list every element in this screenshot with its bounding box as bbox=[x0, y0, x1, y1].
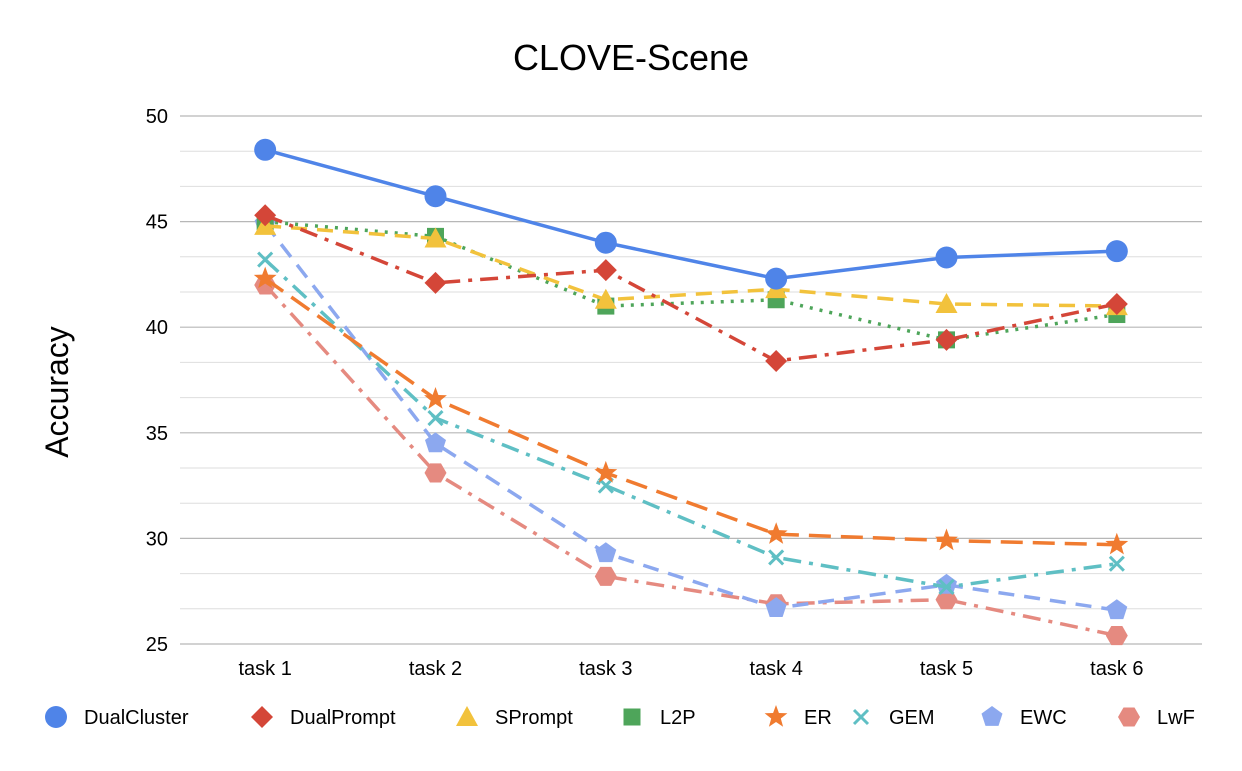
x-tick-label: task 3 bbox=[579, 658, 632, 680]
grid bbox=[180, 115, 1202, 645]
data-point-er bbox=[424, 387, 447, 409]
data-point-dualcluster bbox=[424, 185, 447, 208]
y-tick-label: 30 bbox=[146, 528, 168, 550]
series-sprompt bbox=[254, 214, 1128, 316]
series-dualprompt bbox=[254, 204, 1128, 372]
data-point-dualprompt bbox=[1105, 292, 1128, 315]
data-point-er bbox=[764, 522, 788, 544]
legend-marker-l2p bbox=[623, 708, 641, 726]
axes: 25 30 35 40 45 50 task 1 task 2 task 3 task 4 task… bbox=[146, 106, 1144, 680]
legend-marker-gem bbox=[852, 708, 870, 726]
x-tick-label: task 1 bbox=[238, 658, 291, 680]
data-point-lwf bbox=[254, 275, 277, 295]
legend-item-er: ER bbox=[764, 705, 832, 729]
y-tick-label: 25 bbox=[146, 634, 168, 656]
series-line-gem bbox=[263, 258, 1118, 589]
series-line-l2p bbox=[265, 219, 1118, 342]
legend-marker-sprompt bbox=[456, 706, 478, 726]
series bbox=[253, 138, 1129, 646]
series-line-dualprompt bbox=[264, 213, 1118, 363]
data-point-gem bbox=[768, 549, 785, 566]
data-point-gem bbox=[427, 409, 444, 427]
data-point-dualcluster bbox=[254, 138, 277, 161]
data-point-lwf bbox=[935, 590, 958, 610]
y-axis-label: Accuracy bbox=[39, 326, 75, 458]
legend-marker-ewc bbox=[981, 706, 1003, 726]
legend-label-l2p: L2P bbox=[660, 707, 696, 729]
legend-label-ewc: EWC bbox=[1020, 707, 1067, 729]
legend-marker-er bbox=[764, 705, 788, 727]
legend-label-lwf: LwF bbox=[1157, 707, 1195, 729]
data-point-ewc bbox=[1106, 599, 1128, 620]
series-er bbox=[253, 266, 1129, 555]
y-tick-label: 40 bbox=[146, 317, 168, 339]
series-gem bbox=[257, 251, 1125, 596]
data-point-dualprompt bbox=[935, 328, 958, 351]
data-point-gem bbox=[938, 578, 955, 596]
data-point-gem bbox=[257, 251, 274, 268]
data-point-er bbox=[935, 528, 958, 551]
data-point-dualprompt bbox=[424, 271, 447, 294]
x-tick-label: task 4 bbox=[749, 658, 802, 680]
legend-marker-dualprompt bbox=[251, 706, 273, 728]
legend-label-sprompt: SPrompt bbox=[495, 707, 573, 729]
legend-item-dualcluster: DualCluster bbox=[45, 706, 189, 729]
data-point-er bbox=[1105, 532, 1129, 555]
legend-item-ewc: EWC bbox=[981, 706, 1067, 729]
data-point-dualcluster bbox=[594, 231, 617, 254]
data-point-er bbox=[253, 266, 277, 289]
data-point-ewc bbox=[595, 542, 617, 563]
chart-title: CLOVE-Scene bbox=[513, 37, 749, 78]
data-point-dualcluster bbox=[765, 267, 788, 290]
data-point-sprompt bbox=[594, 288, 617, 309]
data-point-sprompt bbox=[424, 227, 447, 248]
y-tick-label: 35 bbox=[146, 423, 168, 445]
legend-item-dualprompt: DualPrompt bbox=[251, 706, 396, 729]
data-point-dualprompt bbox=[765, 349, 788, 372]
data-point-ewc bbox=[425, 432, 446, 453]
y-tick-label: 50 bbox=[146, 106, 168, 128]
legend-label-er: ER bbox=[804, 707, 832, 729]
legend-label-gem: GEM bbox=[889, 707, 935, 729]
series-line-dualcluster bbox=[264, 148, 1117, 281]
data-point-lwf bbox=[424, 463, 447, 483]
x-tick-label: task 5 bbox=[920, 658, 973, 680]
data-point-dualprompt bbox=[594, 259, 617, 282]
legend-marker-dualcluster bbox=[45, 706, 67, 728]
data-point-dualprompt bbox=[254, 204, 277, 227]
data-point-dualcluster bbox=[1105, 240, 1128, 263]
data-point-lwf bbox=[1105, 626, 1128, 646]
data-point-ewc bbox=[936, 573, 957, 594]
data-point-er bbox=[594, 460, 618, 483]
data-point-sprompt bbox=[935, 292, 958, 313]
series-line-ewc bbox=[263, 222, 1118, 612]
legend-item-sprompt: SPrompt bbox=[456, 706, 573, 729]
x-tick-label: task 6 bbox=[1090, 658, 1143, 680]
legend-item-l2p: L2P bbox=[623, 707, 696, 729]
legend-label-dualprompt: DualPrompt bbox=[290, 707, 396, 729]
series-dualcluster bbox=[254, 138, 1128, 290]
legend-item-gem: GEM bbox=[852, 707, 935, 729]
data-point-dualcluster bbox=[935, 246, 958, 269]
series-line-sprompt bbox=[265, 224, 1117, 308]
data-point-gem bbox=[1108, 555, 1125, 572]
legend: DualCluster DualPrompt SPrompt L2P ER GEM EWC L… bbox=[45, 705, 1195, 729]
legend-item-lwf: LwF bbox=[1118, 707, 1195, 729]
legend-label-dualcluster: DualCluster bbox=[84, 707, 189, 729]
data-point-lwf bbox=[594, 566, 617, 586]
y-tick-label: 45 bbox=[146, 212, 168, 234]
legend-marker-lwf bbox=[1118, 707, 1140, 727]
series-line-lwf bbox=[263, 283, 1118, 638]
x-tick-label: task 2 bbox=[409, 658, 462, 680]
series-ewc bbox=[254, 212, 1128, 620]
data-point-ewc bbox=[765, 597, 787, 617]
series-line-er bbox=[264, 277, 1117, 547]
